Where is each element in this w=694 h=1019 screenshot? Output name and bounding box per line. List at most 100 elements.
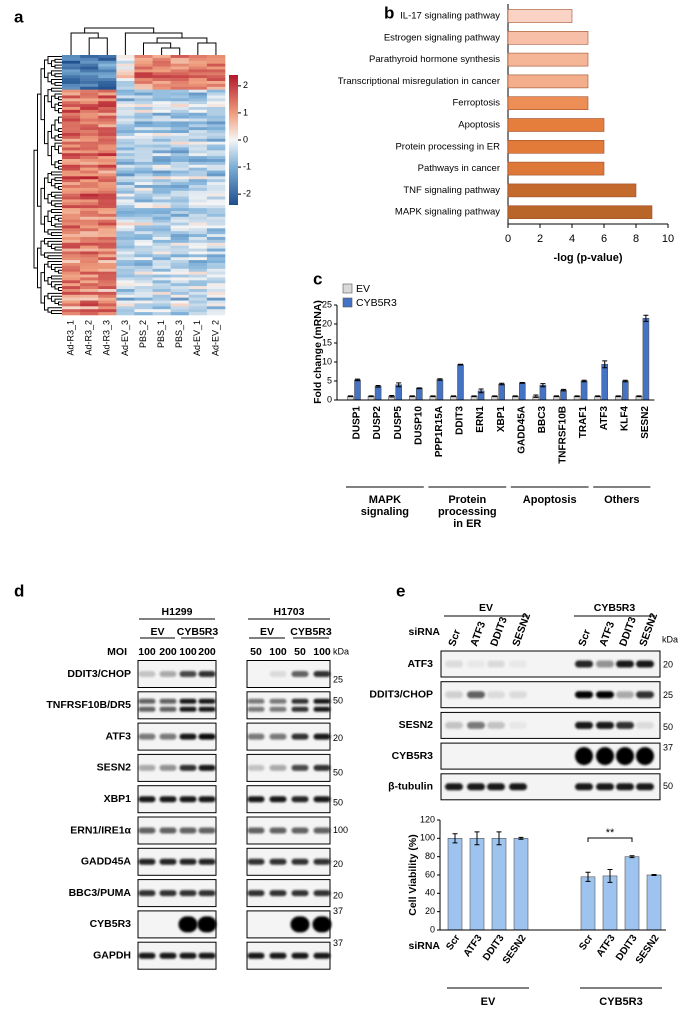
- lane-label-title: siRNA: [408, 626, 440, 638]
- heatmap-cell: [116, 202, 135, 206]
- heatmap-cell: [98, 115, 117, 119]
- colorbar-tick-label: 1: [243, 107, 248, 117]
- heatmap-cell: [188, 231, 208, 235]
- heatmap-cell: [80, 237, 99, 241]
- heatmap-cell: [80, 173, 99, 177]
- heatmap-cell: [80, 176, 99, 180]
- heatmap-cell: [170, 164, 190, 168]
- heatmap-cell: [62, 159, 81, 163]
- heatmap-cell: [80, 231, 99, 235]
- heatmap-cell: [188, 101, 208, 105]
- heatmap-cell: [206, 213, 226, 218]
- heatmap-cell: [188, 78, 208, 82]
- x-tick-label: 2: [537, 233, 543, 245]
- heatmap-cell: [170, 309, 190, 313]
- heatmap-cell: [134, 156, 153, 160]
- heatmap-cell: [116, 231, 135, 235]
- heatmap-cell: [188, 124, 208, 128]
- error-bar: [437, 378, 443, 381]
- heatmap-cell: [98, 101, 117, 105]
- heatmap-cell: [134, 98, 153, 102]
- heatmap-cell: [152, 263, 171, 267]
- group-label: Protein: [448, 494, 486, 506]
- heatmap-cell: [206, 98, 226, 102]
- heatmap-cell: [188, 294, 208, 298]
- heatmap-cell: [188, 60, 208, 64]
- heatmap-cell: [170, 274, 190, 278]
- heatmap-cell: [134, 289, 153, 293]
- y-tick-label: 60: [425, 869, 435, 879]
- heatmap-cell: [80, 78, 99, 82]
- heatmap-cell: [188, 283, 208, 287]
- x-tick-label: BBC3: [537, 406, 548, 434]
- band: [291, 733, 309, 740]
- heatmap-cell: [188, 208, 208, 212]
- heatmap-cell: [152, 303, 171, 307]
- bar: [507, 52, 589, 67]
- heatmap-cell: [170, 101, 190, 105]
- heatmap-cell: [98, 263, 117, 267]
- category-label: Ferroptosis: [452, 98, 500, 109]
- heatmap-cell: [152, 234, 171, 238]
- heatmap-cell: [98, 196, 117, 200]
- error-bar: [409, 395, 415, 398]
- heatmap-cell: [152, 179, 171, 183]
- heatmap-cell: [98, 268, 117, 272]
- heatmap-cell: [62, 92, 81, 96]
- heatmap-cell: [80, 83, 99, 88]
- heatmap-cell: [62, 150, 81, 154]
- heatmap-cell: [206, 133, 226, 137]
- heatmap-cell: [134, 164, 153, 168]
- error-bar: [595, 395, 601, 398]
- heatmap-cell: [116, 294, 135, 298]
- heatmap-cell: [134, 109, 153, 114]
- dendrogram: [54, 73, 62, 78]
- dendrogram: [44, 252, 62, 258]
- heatmap-cell: [98, 86, 117, 90]
- dendrogram: [51, 275, 62, 280]
- heatmap-cell: [80, 147, 99, 151]
- heatmap-cell: [188, 237, 208, 241]
- heatmap-cell: [206, 144, 226, 148]
- band: [138, 827, 156, 834]
- dendrogram: [44, 177, 48, 200]
- heatmap-cell: [170, 161, 190, 166]
- heatmap-cell: [80, 86, 99, 90]
- heatmap-cell: [98, 291, 117, 296]
- heatmap-cell: [206, 260, 226, 264]
- band: [179, 952, 197, 959]
- heatmap-cell: [98, 228, 117, 232]
- heatmap-cell: [134, 309, 153, 313]
- dendrogram: [51, 95, 55, 108]
- heatmap-cell: [152, 280, 171, 284]
- column-label: Ad-R3_1: [65, 320, 75, 356]
- heatmap-cell: [170, 55, 190, 59]
- heatmap-cell: [62, 83, 81, 88]
- heatmap-cell: [98, 60, 117, 64]
- heatmap-cell: [188, 312, 208, 316]
- y-tick-label: 15: [322, 337, 332, 347]
- heatmap-cell: [152, 254, 171, 258]
- heatmap-cell: [98, 231, 117, 235]
- heatmap-cell: [206, 190, 226, 194]
- band: [596, 691, 614, 699]
- heatmap-cell: [98, 164, 117, 168]
- heatmap-cell: [134, 112, 153, 116]
- heatmap-cell: [62, 144, 81, 148]
- heatmap-cell: [98, 130, 117, 134]
- band: [445, 691, 463, 699]
- heatmap-cell: [170, 107, 190, 111]
- heatmap-cell: [80, 104, 99, 108]
- heatmap-cell: [62, 153, 81, 157]
- heatmap-cell: [116, 248, 135, 252]
- error-bar: [629, 855, 635, 859]
- heatmap-cell: [206, 81, 226, 85]
- heatmap-cell: [80, 225, 99, 229]
- heatmap-cell: [170, 187, 190, 192]
- bar: [621, 380, 629, 401]
- band: [269, 952, 287, 959]
- band: [159, 706, 177, 712]
- band: [313, 796, 331, 803]
- heatmap-cell: [116, 211, 135, 215]
- heatmap-cell: [62, 63, 81, 67]
